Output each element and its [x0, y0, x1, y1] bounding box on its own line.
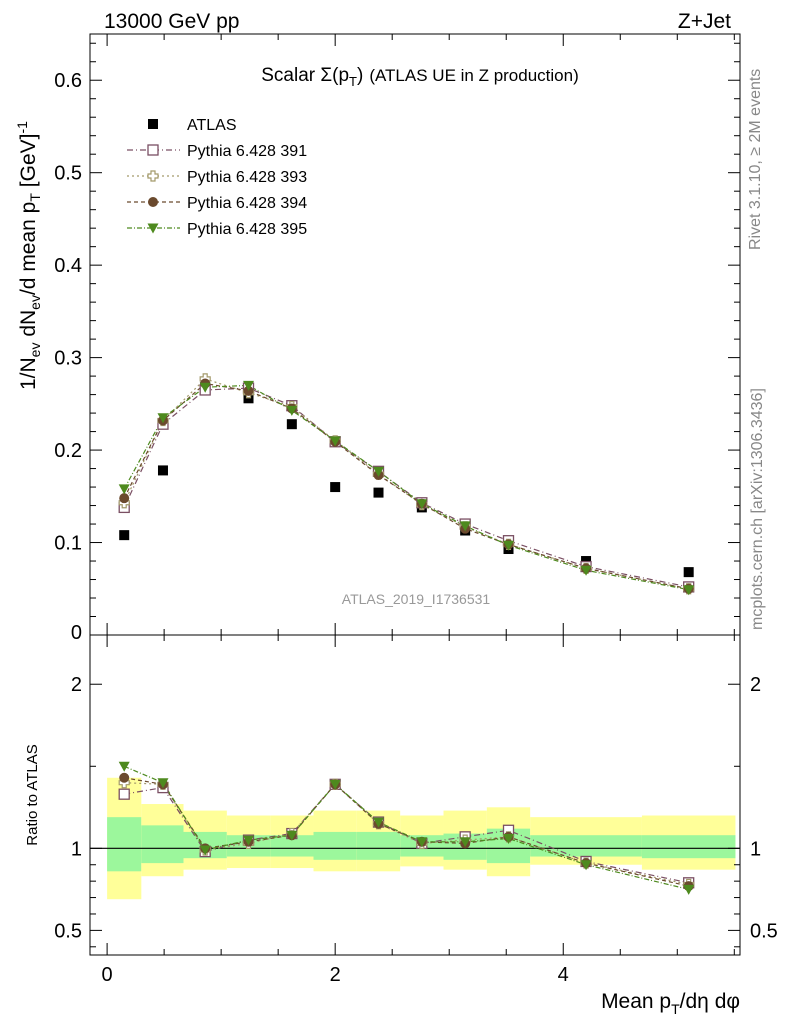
- main-line-p393: [123, 378, 689, 590]
- ratio-point-p395: [503, 833, 515, 844]
- legend-marker-p391: [147, 144, 159, 156]
- ratio-line-p391: [124, 783, 689, 884]
- legend-label-p394: Pythia 6.428 394: [187, 195, 307, 212]
- main-point-p395: [286, 405, 298, 416]
- main-point-atlas: [157, 465, 168, 476]
- main-point-p395: [118, 484, 130, 495]
- main-point-atlas: [286, 419, 297, 430]
- main-point-p394: [243, 385, 254, 396]
- ratio-point-p395: [118, 761, 130, 772]
- ratio-panel: 0.5 0.5 1 1 2 2 0 2 4 Ratio to ATLAS Mean pT/dη …: [24, 634, 778, 1017]
- main-point-atlas: [373, 487, 384, 498]
- ratio-point-p395: [286, 830, 298, 841]
- main-point-p395: [459, 521, 471, 532]
- main-point-p395: [199, 382, 211, 393]
- legend-label-atlas: ATLAS: [187, 117, 237, 134]
- legend-item-p394: Pythia 6.428 394: [127, 195, 307, 212]
- ratio-ytick-label-right: 2: [750, 674, 761, 696]
- main-ytick-label-zero: 0: [71, 622, 82, 644]
- main-line-p391: [123, 387, 689, 588]
- main-point-atlas: [683, 567, 694, 578]
- main-ytick-label: 0.1: [54, 533, 82, 555]
- ratio-band-inner: [270, 835, 314, 857]
- ratio-point-p395: [243, 835, 255, 846]
- ratio-ytick-label: 2: [71, 674, 82, 696]
- ratio-band-inner: [141, 825, 184, 864]
- main-point-atlas: [330, 482, 341, 493]
- main-y-axis-label: 1/Nev dNev/d mean pT [GeV]-1: [14, 121, 43, 390]
- ratio-ytick-label-right: 1: [750, 838, 761, 860]
- analysis-id: ATLAS_2019_I1736531: [342, 591, 491, 607]
- legend-marker-p394: [148, 197, 158, 207]
- ratio-band-inner: [530, 835, 642, 857]
- main-series-layer: [118, 373, 695, 596]
- main-ytick-label: 0.3: [54, 348, 82, 370]
- legend-item-p393: Pythia 6.428 393: [127, 169, 307, 186]
- main-line-p395: [123, 384, 689, 591]
- legend: ATLAS Pythia 6.428 391 Pythia 6.428 393 Pyt…: [127, 117, 307, 238]
- main-point-p395: [157, 413, 169, 424]
- main-point-p395: [373, 466, 385, 477]
- mcplots-label: mcplots.cern.ch [arXiv:1306.3436]: [749, 388, 766, 630]
- ratio-point-p395: [199, 845, 211, 856]
- legend-item-p391: Pythia 6.428 391: [127, 143, 307, 160]
- main-point-atlas: [119, 530, 130, 541]
- legend-label-p393: Pythia 6.428 393: [187, 169, 307, 186]
- main-ytick-label: 0.5: [54, 163, 82, 185]
- ratio-point-p391: [118, 788, 130, 800]
- ratio-series-layer: [118, 761, 695, 895]
- rivet-label: Rivet 3.1.10, ≥ 2M events: [747, 69, 764, 250]
- ratio-ytick-label-right: 0.5: [750, 920, 778, 942]
- main-point-p395: [503, 540, 515, 551]
- ratio-xtick-label: 0: [102, 964, 113, 986]
- main-title: Scalar Σ(pT) (ATLAS UE in Z production): [261, 65, 579, 89]
- ratio-line-p393: [124, 782, 689, 885]
- ratio-line-p394: [124, 777, 689, 887]
- ratio-y-axis-label: Ratio to ATLAS: [24, 744, 41, 845]
- ratio-ytick-label: 1: [71, 838, 82, 860]
- energy-label: 13000 GeV pp: [104, 10, 239, 33]
- ratio-ytick-label: 0.5: [54, 920, 82, 942]
- main-ytick-label: 0.4: [54, 255, 82, 277]
- main-ytick-label: 0.6: [54, 70, 82, 92]
- ratio-point-p395: [373, 817, 385, 828]
- ratio-band-inner: [313, 831, 357, 860]
- main-panel: 0.1 0.2 0.3 0.4 0.5 0.6 0 Scalar Σ(pT) (ATLAS U…: [14, 33, 741, 644]
- main-point-p395: [243, 380, 255, 391]
- ratio-band-inner: [356, 831, 401, 860]
- ratio-frame: [89, 634, 741, 956]
- process-label: Z+Jet: [678, 10, 731, 33]
- ratio-band-inner: [641, 835, 736, 859]
- ratio-point-p395: [459, 837, 471, 848]
- legend-label-p391: Pythia 6.428 391: [187, 143, 307, 160]
- ratio-band-inner: [107, 817, 142, 872]
- legend-marker-p395: [147, 223, 159, 234]
- ratio-line-p395: [123, 765, 689, 890]
- main-ytick-label: 0.2: [54, 440, 82, 462]
- ratio-xtick-label: 2: [330, 964, 341, 986]
- ratio-point-p395: [157, 778, 169, 789]
- legend-item-p395: Pythia 6.428 395: [127, 221, 307, 238]
- ratio-point-p395: [416, 837, 428, 848]
- ratio-point-p394: [119, 772, 130, 783]
- x-axis-label: Mean pT/dη dφ: [601, 990, 740, 1017]
- ratio-point-p395: [580, 860, 592, 871]
- main-point-p395: [329, 436, 341, 447]
- main-point-p395: [580, 565, 592, 576]
- legend-marker-atlas: [148, 119, 158, 129]
- ratio-point-p395: [329, 779, 341, 790]
- main-ticks: 0.1 0.2 0.3 0.4 0.5 0.6 0: [54, 34, 740, 644]
- main-point-p394: [119, 493, 130, 504]
- ratio-ticks: 0.5 0.5 1 1 2 2 0 2 4: [54, 635, 778, 986]
- main-point-p395: [683, 585, 695, 596]
- main-line-p394: [123, 382, 689, 590]
- legend-label-p395: Pythia 6.428 395: [187, 221, 307, 238]
- ratio-xtick-label: 4: [558, 964, 569, 986]
- legend-marker-p393: [147, 170, 159, 182]
- ratio-point-p395: [683, 884, 695, 895]
- legend-item-atlas: ATLAS: [148, 117, 237, 134]
- main-point-p395: [416, 499, 428, 510]
